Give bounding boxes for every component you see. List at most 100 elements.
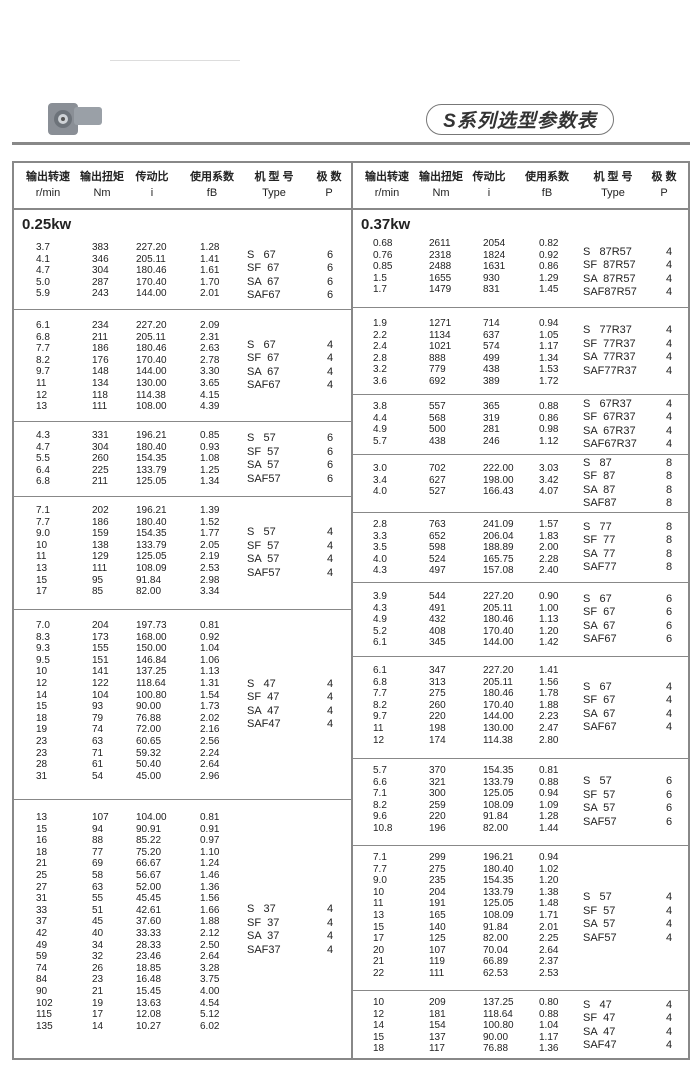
table-row: 3.5 598 188.89 2.00 xyxy=(353,542,688,554)
pole-count: 6 xyxy=(327,262,334,274)
torque-cell: 702 xyxy=(429,463,446,474)
speed-cell: 17 xyxy=(36,586,48,598)
speed-cell: 33 xyxy=(36,904,48,916)
service-factor-cell: 1.56 xyxy=(539,676,559,688)
torque-cell: 300 xyxy=(429,788,446,800)
torque-cell: 40 xyxy=(92,927,104,939)
speed-cell: 5.7 xyxy=(373,765,387,776)
speed-cell: 10.8 xyxy=(373,822,393,834)
service-factor-cell: 1.02 xyxy=(539,863,559,875)
ratio-cell: 12.08 xyxy=(136,1009,162,1021)
table-row: 9.7 220 144.00 2.23 xyxy=(353,711,688,723)
table-row: 74 26 18.85 3.28 xyxy=(14,963,351,975)
type-entry: SAF67 4 xyxy=(583,721,683,735)
pole-count: 4 xyxy=(327,379,334,391)
ratio-cell: 188.89 xyxy=(483,542,514,554)
torque-cell: 1271 xyxy=(429,318,452,329)
column-header-en: i xyxy=(150,187,154,199)
type-entry: SA 57 6 xyxy=(583,802,683,816)
type-name: S 57 xyxy=(583,891,612,903)
torque-cell: 1479 xyxy=(429,284,452,296)
column-header-en: Type xyxy=(601,187,625,199)
service-factor-cell: 1.17 xyxy=(539,1031,559,1043)
torque-cell: 347 xyxy=(429,665,446,676)
speed-cell: 12 xyxy=(373,734,385,746)
ratio-cell: 206.04 xyxy=(483,530,514,542)
table-row: 5.5 260 154.35 1.08 xyxy=(14,453,351,465)
type-entry: SA 67 6 xyxy=(247,276,347,290)
pole-count: 4 xyxy=(327,704,334,717)
model-group: 7.1 202 196.21 1.39 7.7 186 180.40 1.52 9.0 159 15… xyxy=(14,497,351,610)
torque-cell: 107 xyxy=(429,944,446,956)
table-row: 7.0 204 197.73 0.81 xyxy=(14,620,351,632)
type-list: S 47 4 SF 47 4 SA 47 4 SAF47 4 xyxy=(247,610,347,799)
type-list: S 77R37 4 SF 77R37 4 SA 77R37 4 SAF77R37 4 xyxy=(583,308,683,394)
table-row: 11 198 130.00 2.47 xyxy=(353,723,688,735)
speed-cell: 115 xyxy=(36,1009,52,1021)
ratio-cell: 227.20 xyxy=(483,665,514,676)
service-factor-cell: 2.16 xyxy=(200,724,220,736)
torque-cell: 119 xyxy=(429,956,445,968)
service-factor-cell: 4.54 xyxy=(200,997,220,1009)
torque-cell: 117 xyxy=(429,1043,445,1055)
speed-cell: 8.2 xyxy=(373,799,387,811)
table-row: 17 125 82.00 2.25 xyxy=(353,933,688,945)
torque-cell: 174 xyxy=(429,734,446,746)
speed-cell: 7.1 xyxy=(373,788,387,800)
ratio-cell: 76.88 xyxy=(136,712,162,724)
type-name: SF 67 xyxy=(583,694,616,706)
service-factor-cell: 1.38 xyxy=(539,886,559,898)
speed-cell: 3.9 xyxy=(373,591,387,602)
service-factor-cell: 1.00 xyxy=(539,602,559,614)
type-entry: SAF57 6 xyxy=(247,473,347,487)
type-entry: S 67 4 xyxy=(583,681,683,695)
pole-count: 4 xyxy=(327,566,334,579)
ratio-cell: 227.20 xyxy=(136,320,167,331)
speed-cell: 4.7 xyxy=(36,265,50,277)
table-row: 1.9 1271 714 0.94 xyxy=(353,318,688,330)
ratio-cell: 108.09 xyxy=(136,562,167,574)
column-header: 输出扭矩 Nm xyxy=(415,163,467,201)
type-name: S 77R37 xyxy=(583,324,632,336)
top-faint-line xyxy=(110,60,240,61)
torque-cell: 69 xyxy=(92,858,104,870)
type-name: S 67 xyxy=(247,338,276,351)
torque-cell: 141 xyxy=(92,666,109,678)
type-entry: S 57 6 xyxy=(583,775,683,789)
table-row: 19 74 72.00 2.16 xyxy=(14,724,351,736)
type-name: SF 87 xyxy=(583,470,616,482)
service-factor-cell: 1.54 xyxy=(200,689,220,701)
ratio-cell: 222.00 xyxy=(483,463,514,474)
type-name: S 57 xyxy=(247,526,276,538)
speed-cell: 4.3 xyxy=(373,602,387,614)
ratio-cell: 146.84 xyxy=(136,654,167,666)
ratio-cell: 130.00 xyxy=(136,377,167,389)
pole-count: 4 xyxy=(666,1039,673,1051)
torque-cell: 107 xyxy=(92,812,109,823)
ratio-cell: 66.67 xyxy=(136,858,162,870)
service-factor-cell: 2.24 xyxy=(200,747,220,759)
type-entry: SF 67R37 4 xyxy=(583,411,683,425)
speed-cell: 7.0 xyxy=(36,620,50,631)
ratio-cell: 714 xyxy=(483,318,500,329)
torque-cell: 34 xyxy=(92,939,104,951)
speed-cell: 90 xyxy=(36,985,48,997)
speed-cell: 19 xyxy=(36,724,48,736)
type-name: SAF67 xyxy=(583,721,617,733)
ratio-cell: 241.09 xyxy=(483,519,514,530)
pole-count: 4 xyxy=(666,1012,673,1024)
table-row: 6.1 345 144.00 1.42 xyxy=(353,637,688,649)
type-entry: S 47 4 xyxy=(247,678,347,692)
ratio-cell: 319 xyxy=(483,412,500,424)
ratio-cell: 930 xyxy=(483,272,500,284)
ratio-cell: 180.46 xyxy=(136,265,167,277)
column-header: 传动比 i xyxy=(469,163,509,201)
type-entry: S 67 6 xyxy=(247,249,347,263)
type-entry: SAF37 4 xyxy=(247,944,347,958)
ratio-cell: 196.21 xyxy=(483,852,514,863)
torque-cell: 17 xyxy=(92,1009,104,1021)
pole-count: 6 xyxy=(327,289,334,301)
ratio-cell: 180.46 xyxy=(483,614,514,626)
ratio-cell: 100.80 xyxy=(136,689,167,701)
type-name: S 87 xyxy=(583,456,612,469)
